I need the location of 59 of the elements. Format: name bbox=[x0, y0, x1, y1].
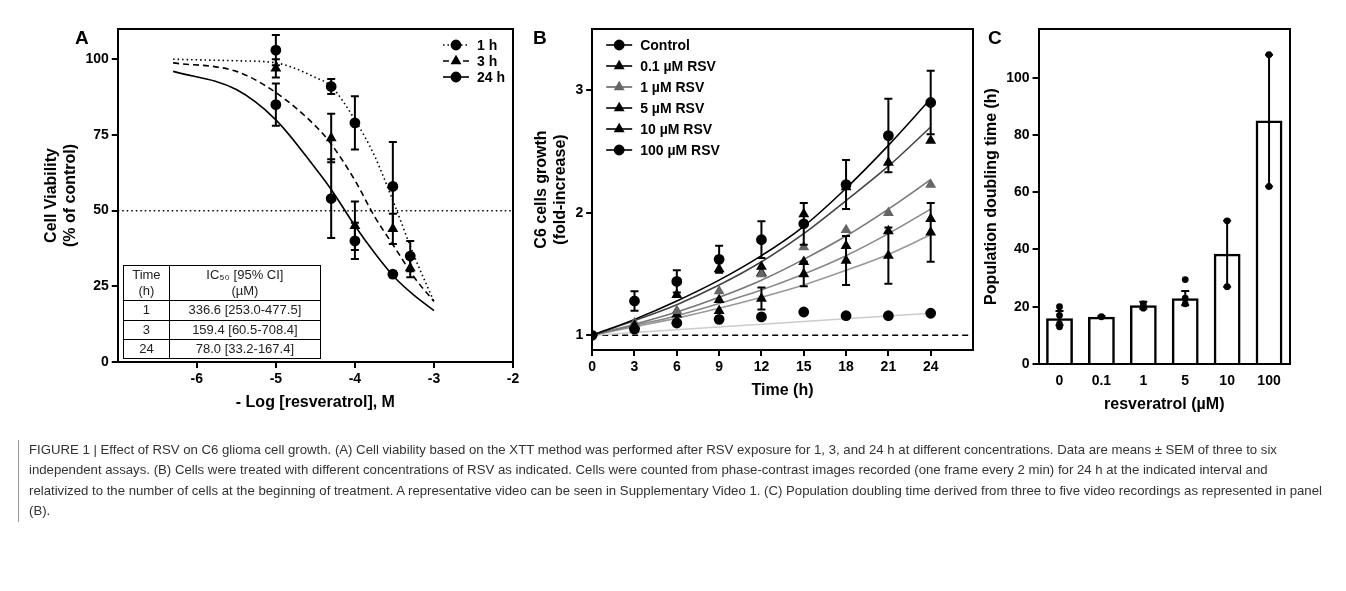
annotation: 1 bbox=[123, 300, 170, 320]
y-axis-title: C6 cells growth (fold-increase) bbox=[532, 130, 569, 249]
x-tick-label: 6 bbox=[672, 358, 681, 375]
y-tick-label: 1 bbox=[575, 326, 584, 343]
legend-label: 24 h bbox=[476, 68, 505, 85]
legend-label: 1 h bbox=[476, 36, 498, 53]
x-tick-label: 15 bbox=[795, 358, 812, 375]
chart-title: B bbox=[533, 27, 547, 48]
y-tick-label: 40 bbox=[1013, 240, 1030, 257]
x-tick-label: -4 bbox=[348, 370, 362, 387]
x-tick-label: 0 bbox=[1055, 372, 1064, 389]
annotation: 159.4 [60.5-708.4] bbox=[169, 320, 321, 340]
chart-title: A bbox=[75, 27, 89, 48]
x-tick-label: 0 bbox=[588, 358, 597, 375]
x-tick-label: 1 bbox=[1139, 372, 1148, 389]
legend-label: 0.1 µM RSV bbox=[640, 57, 717, 74]
x-tick-label: 0.1 bbox=[1091, 372, 1112, 389]
y-tick-label: 100 bbox=[85, 50, 109, 67]
annotation: IC₅₀ [95% CI] (µM) bbox=[169, 265, 321, 301]
x-axis-title: - Log [resveratrol], M bbox=[235, 392, 395, 410]
y-tick-label: 20 bbox=[1013, 297, 1030, 314]
y-axis-title: Cell Viability (% of control) bbox=[42, 143, 79, 248]
y-tick-label: 60 bbox=[1013, 183, 1030, 200]
x-tick-label: 3 bbox=[630, 358, 639, 375]
y-tick-label: 25 bbox=[93, 277, 109, 294]
x-tick-label: 10 bbox=[1219, 372, 1236, 389]
y-tick-label: 80 bbox=[1013, 125, 1030, 142]
x-axis-title: Time (h) bbox=[751, 380, 814, 398]
chart-title: C bbox=[988, 27, 1002, 48]
legend-label: 1 µM RSV bbox=[640, 78, 705, 95]
x-tick-label: 24 bbox=[922, 358, 939, 375]
legend-label: 100 µM RSV bbox=[640, 141, 721, 158]
legend-label: 3 h bbox=[476, 52, 498, 69]
annotation: 78.0 [33.2-167.4] bbox=[169, 339, 321, 359]
x-tick-label: -6 bbox=[190, 370, 204, 387]
x-tick-label: -3 bbox=[427, 370, 441, 387]
annotation: 24 bbox=[123, 339, 170, 359]
caption: FIGURE 1 | Effect of RSV on C6 glioma cell growth. (A) Cell viability based on the XTT method was performed after RSV exposure for 1, 3, and 24 h at different concentrations. Data are means ± SEM of three to six independent assays. (B) Cells were treated with different concentrations of RSV as indicated. Cells were counted from phase-contrast images recorded (one frame every 2 min) for 24 h at the indicated interval and relativized to the number of cells at the beginning of treatment. A representative video can be seen in Supplementary Video 1. (C) Population doubling time derived from three to five video recordings as represented in panel (B). bbox=[29, 441, 1323, 521]
y-tick-label: 100 bbox=[1006, 68, 1030, 85]
x-tick-label: 9 bbox=[715, 358, 724, 375]
annotation: Time (h) bbox=[123, 265, 170, 301]
annotation: 3 bbox=[123, 320, 170, 340]
annotation: 336.6 [253.0-477.5] bbox=[169, 300, 321, 320]
x-tick-label: 5 bbox=[1181, 372, 1190, 389]
legend-label: 10 µM RSV bbox=[640, 120, 713, 137]
y-tick-label: 2 bbox=[575, 203, 584, 220]
legend-label: Control bbox=[640, 36, 690, 53]
x-tick-label: 100 bbox=[1257, 372, 1281, 389]
x-tick-label: 18 bbox=[838, 358, 855, 375]
x-tick-label: 12 bbox=[753, 358, 770, 375]
y-tick-label: 50 bbox=[93, 201, 109, 218]
y-axis-title: Population doubling time (h) bbox=[982, 88, 1000, 305]
x-tick-label: 21 bbox=[880, 358, 897, 375]
x-axis-title: resveratrol (µM) bbox=[1104, 394, 1225, 412]
legend-label: 5 µM RSV bbox=[640, 99, 705, 116]
x-tick-label: -5 bbox=[269, 370, 283, 387]
y-tick-label: 3 bbox=[575, 81, 584, 98]
x-tick-label: -2 bbox=[506, 370, 520, 387]
y-tick-label: 75 bbox=[93, 125, 109, 142]
